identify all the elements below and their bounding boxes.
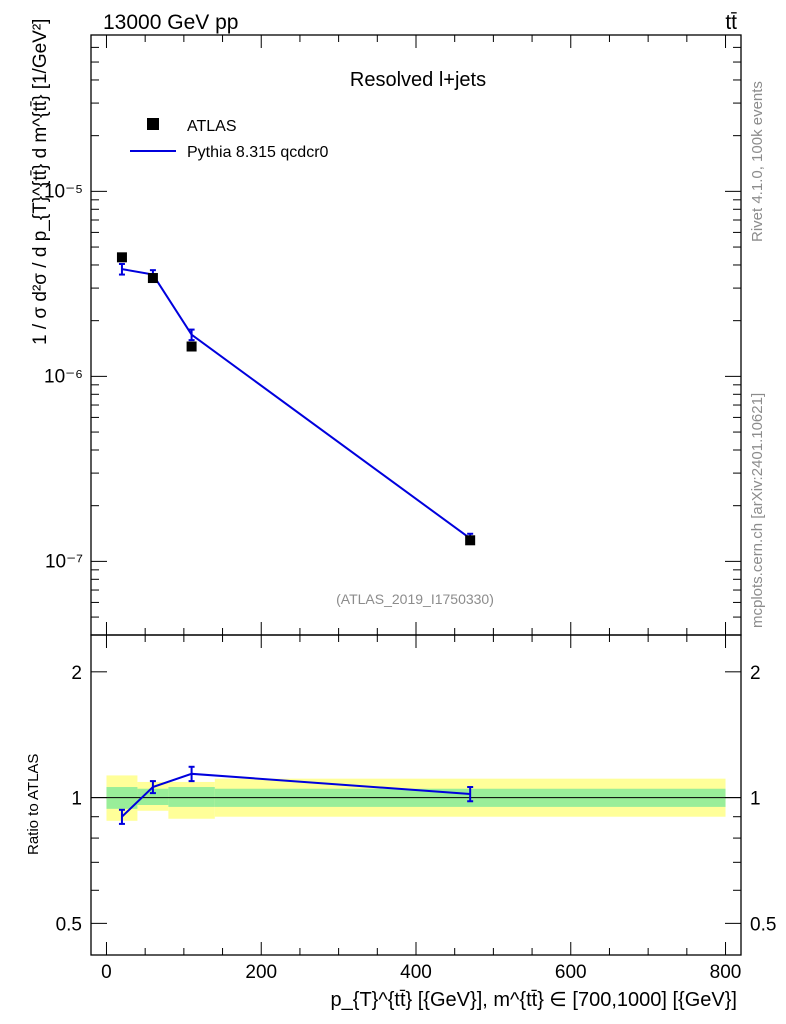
ratio-uncertainty-bands (106, 775, 726, 821)
legend-atlas-label: ATLAS (187, 118, 237, 135)
process-label: tt̄ (725, 11, 737, 34)
x-axis-label: p_{T}^{tt̄} [{GeV}], m^{tt̄} ∈ [700,1000… (331, 989, 737, 1011)
ratio-y-tick-label-right: 1 (750, 789, 761, 810)
main-y-tick-label: 10⁻⁵ (44, 181, 83, 202)
analysis-id: (ATLAS_2019_I1750330) (336, 591, 494, 607)
main-y-tick-labels: 10⁻⁷ 10⁻⁶ 10⁻⁵ (44, 181, 83, 572)
legend: ATLAS Pythia 8.315 qcdcr0 (130, 118, 329, 161)
ratio-x-tick-label: 0 (101, 962, 112, 983)
ratio-x-tick-label: 600 (555, 962, 587, 983)
legend-atlas-marker (147, 118, 159, 130)
main-y-axis-label: 1 / σ d²σ / d p_{T}^{tt̄} d m^{tt̄} [1/G… (30, 19, 51, 345)
ratio-x-tick-labels: 0 200 400 600 800 (101, 962, 741, 983)
mcplots-label: mcplots.cern.ch [arXiv:2401.10621] (749, 393, 766, 628)
main-y-tick-label: 10⁻⁷ (45, 551, 83, 572)
ratio-y-tick-labels: 0.5 0.5 1 1 2 2 (56, 663, 777, 936)
ratio-y-tick-label: 1 (71, 789, 82, 810)
chart-title: Resolved l+jets (350, 69, 486, 91)
ratio-y-tick-label-right: 0.5 (750, 914, 776, 935)
ratio-y-tick-label: 0.5 (56, 914, 82, 935)
atlas-data-point (147, 273, 158, 284)
ratio-line (121, 772, 471, 818)
main-axis-ticks (91, 35, 741, 636)
pythia-line (121, 268, 471, 540)
atlas-data-point (465, 535, 476, 546)
ratio-series-group (118, 765, 474, 825)
main-series-group (116, 252, 476, 546)
ratio-x-tick-label: 200 (245, 962, 277, 983)
ratio-x-tick-label: 400 (400, 962, 432, 983)
ratio-band-inner (137, 788, 169, 806)
atlas-data-point (116, 252, 127, 263)
energy-label: 13000 GeV pp (103, 11, 238, 34)
ratio-y-tick-label: 2 (71, 663, 82, 684)
ratio-y-axis-label: Ratio to ATLAS (25, 754, 42, 855)
rivet-label: Rivet 4.1.0, 100k events (749, 81, 766, 242)
ratio-band-inner (168, 787, 215, 807)
legend-pythia-label: Pythia 8.315 qcdcr0 (187, 144, 329, 161)
ratio-x-tick-label: 800 (710, 962, 742, 983)
main-y-tick-label: 10⁻⁶ (44, 366, 83, 387)
atlas-data-point (186, 341, 197, 352)
ratio-axis-ticks (91, 635, 741, 955)
ratio-y-tick-label-right: 2 (750, 663, 761, 684)
